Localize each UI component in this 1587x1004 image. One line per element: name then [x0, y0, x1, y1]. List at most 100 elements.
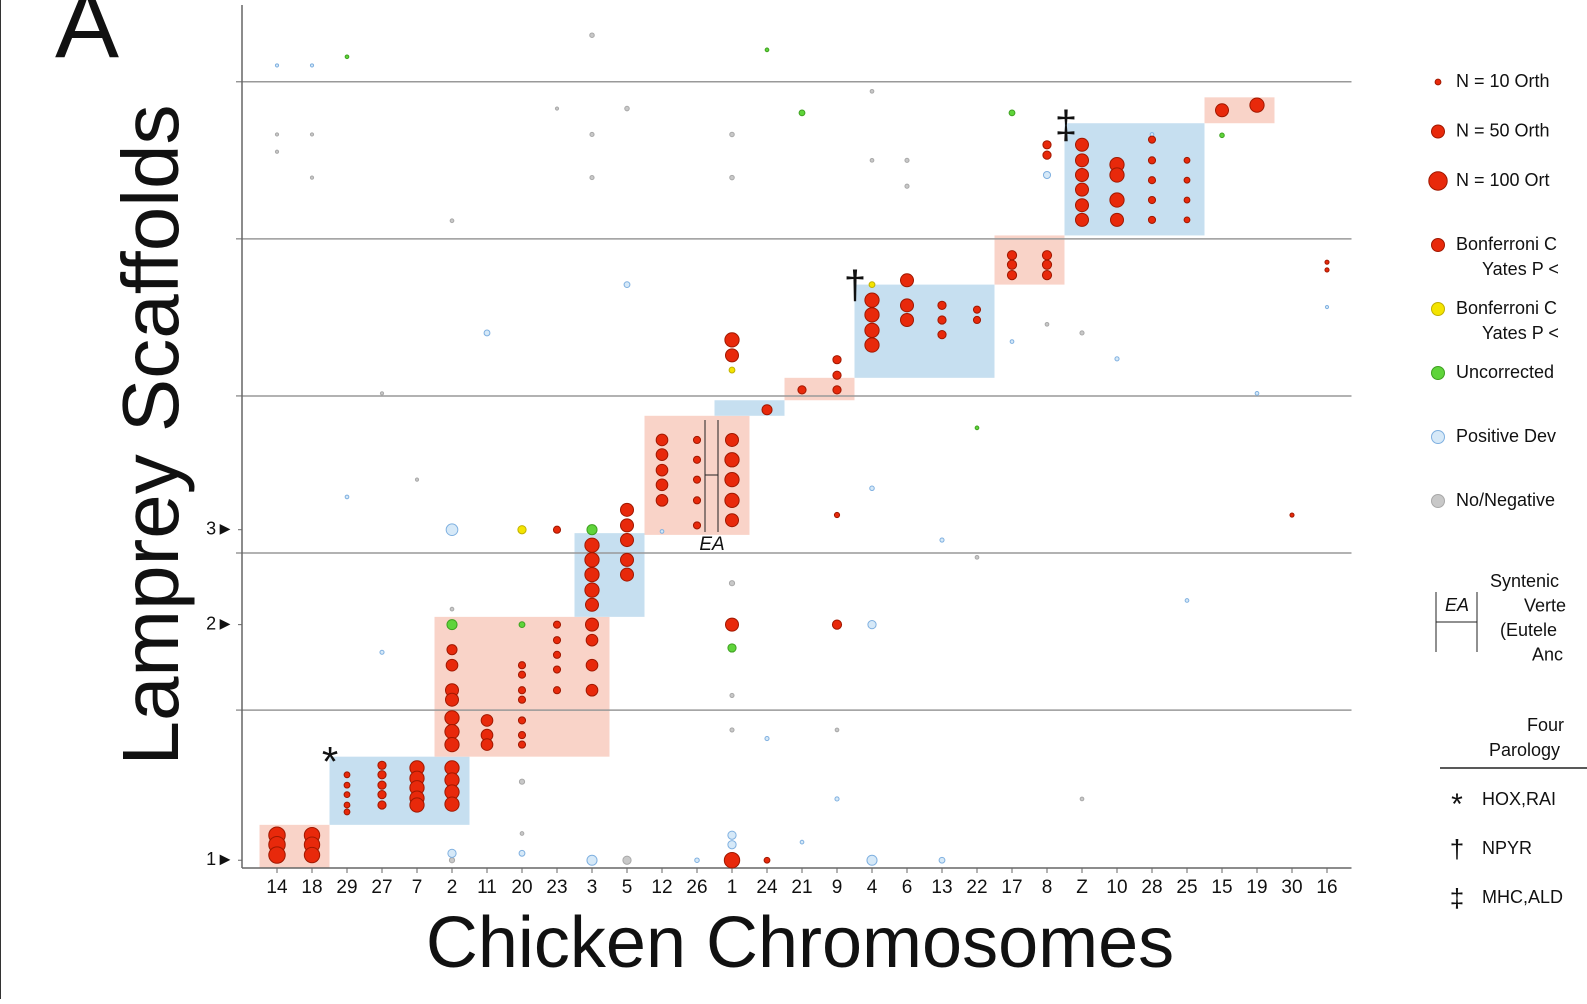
ortholog-dot — [1109, 167, 1125, 183]
parology-label: HOX,RAI — [1482, 789, 1556, 809]
ortholog-dot — [1324, 304, 1330, 310]
legend-size-dot — [1434, 78, 1442, 86]
ortholog-dot — [655, 478, 669, 492]
legend-size-dot — [1430, 124, 1446, 139]
ortholog-dot — [554, 106, 560, 111]
ortholog-dot — [343, 771, 351, 779]
parology-symbol: ‡ — [1450, 883, 1464, 913]
ortholog-dot — [619, 502, 635, 517]
ortholog-dot — [343, 791, 351, 799]
y-tick-label: 2► — [206, 613, 234, 633]
ortholog-dot — [379, 649, 385, 655]
ortholog-dot — [586, 524, 598, 536]
legend-label: Bonferroni C — [1456, 234, 1557, 254]
x-tick-label: 7 — [412, 877, 423, 898]
ortholog-dot — [517, 661, 527, 670]
ortholog-dot — [274, 63, 280, 68]
ortholog-dot — [1183, 156, 1191, 164]
ortholog-dot — [1074, 153, 1090, 168]
ortholog-dot — [1042, 150, 1052, 160]
ortholog-dot — [692, 496, 702, 505]
ortholog-dot — [274, 132, 280, 137]
ortholog-dot — [832, 370, 842, 380]
ortholog-dot — [445, 658, 459, 672]
x-tick-label: 19 — [1246, 877, 1267, 898]
ortholog-dot — [409, 797, 425, 813]
ortholog-dot — [799, 839, 805, 845]
ortholog-dot — [1254, 391, 1260, 396]
ortholog-dot — [584, 617, 600, 632]
ortholog-dot — [727, 830, 737, 840]
ortholog-dot — [1079, 330, 1085, 336]
ea-legend-text: Syntenic — [1490, 571, 1559, 591]
ortholog-dot — [798, 109, 806, 117]
ortholog-dot — [624, 105, 630, 112]
ortholog-dot — [1041, 270, 1053, 281]
ortholog-dot — [937, 330, 947, 340]
x-tick-label: Z — [1076, 877, 1088, 898]
y-axis-title: Lamprey Scaffolds — [106, 104, 195, 765]
ortholog-dot — [1219, 132, 1225, 139]
ortholog-dot — [937, 315, 947, 325]
x-tick-label: 27 — [371, 877, 392, 898]
ortholog-dot — [552, 525, 562, 534]
x-tick-label: 3 — [587, 877, 598, 898]
ortholog-dot — [1074, 198, 1090, 213]
ortholog-dot — [692, 435, 702, 445]
ortholog-dot — [584, 582, 600, 598]
ortholog-dot — [480, 714, 494, 727]
ortholog-dot — [619, 533, 635, 548]
ortholog-dot — [344, 494, 350, 500]
ortholog-dot — [444, 796, 460, 812]
ea-legend-label: EA — [1445, 595, 1469, 615]
ortholog-dot — [729, 692, 735, 698]
ortholog-dot — [1184, 598, 1190, 603]
ortholog-dot — [937, 300, 947, 310]
ortholog-dot — [1044, 321, 1050, 327]
parology-symbol: * — [1451, 788, 1463, 821]
ortholog-dot — [552, 665, 562, 674]
ortholog-dot — [832, 355, 842, 365]
annotation: † — [844, 264, 866, 308]
ortholog-dot — [268, 846, 286, 864]
x-tick-label: 16 — [1316, 877, 1337, 898]
ortholog-dot — [761, 404, 773, 416]
ortholog-dot — [1109, 192, 1125, 208]
y-tick-label: 3► — [206, 518, 234, 538]
ortholog-dot — [518, 621, 526, 629]
x-tick-label: 6 — [902, 877, 913, 898]
x-tick-label: 2 — [447, 877, 458, 898]
ortholog-dot — [449, 606, 455, 612]
legend-label: N = 10 Orth — [1456, 71, 1550, 91]
y-tick-label: 1► — [206, 849, 234, 869]
ortholog-dot — [1147, 135, 1157, 144]
legend-label: No/Negative — [1456, 490, 1555, 510]
ortholog-dot — [517, 740, 527, 749]
ortholog-dot — [728, 580, 736, 587]
ortholog-dot — [1183, 216, 1191, 224]
ortholog-dot — [724, 432, 740, 447]
legend-label: Yates P < — [1482, 259, 1559, 279]
ortholog-dot — [622, 855, 632, 865]
x-tick-label: 13 — [931, 877, 952, 898]
ortholog-dot — [552, 636, 562, 645]
x-tick-label: 23 — [546, 877, 567, 898]
ortholog-dot — [519, 831, 525, 836]
ortholog-dot — [724, 513, 740, 528]
ortholog-dot — [1006, 270, 1018, 281]
ortholog-dot — [724, 332, 740, 348]
ortholog-dot — [834, 727, 840, 733]
ortholog-dot — [446, 619, 458, 631]
x-tick-label: 21 — [791, 877, 812, 898]
ortholog-dot — [584, 597, 600, 612]
ortholog-dot — [274, 149, 280, 154]
legend-label: Yates P < — [1482, 323, 1559, 343]
ortholog-dot — [444, 736, 460, 753]
ortholog-dot — [619, 518, 635, 533]
ortholog-dot — [1147, 195, 1157, 205]
ortholog-dot — [584, 566, 600, 583]
ortholog-dot — [729, 174, 735, 181]
ortholog-dot — [585, 633, 599, 647]
ortholog-dot — [444, 692, 460, 707]
